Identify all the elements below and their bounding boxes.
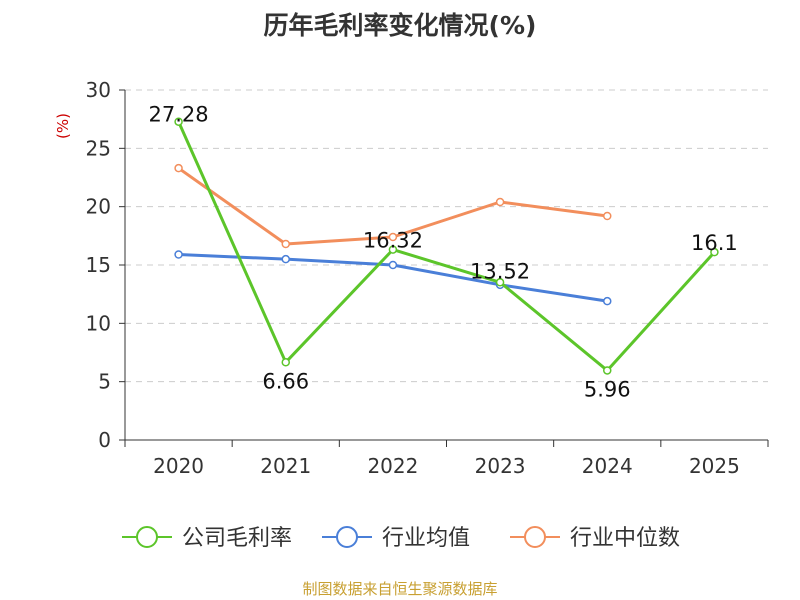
y-tick-label: 0 xyxy=(98,428,111,452)
data-point xyxy=(388,232,398,242)
x-tick-label: 2022 xyxy=(367,454,418,478)
x-tick-label: 2021 xyxy=(260,454,311,478)
y-tick-label: 20 xyxy=(86,195,111,219)
x-tick-label: 2024 xyxy=(582,454,633,478)
data-label: 27.28 xyxy=(149,103,209,127)
x-tick-label: 2025 xyxy=(689,454,740,478)
data-point xyxy=(174,163,183,173)
legend-marker-2 xyxy=(524,526,546,548)
data-point xyxy=(281,239,290,249)
x-tick-label: 2023 xyxy=(475,454,526,478)
legend-label-2: 行业中位数 xyxy=(570,526,680,551)
chart-title: 历年毛利率变化情况(%) xyxy=(263,11,537,40)
data-point xyxy=(603,211,612,221)
data-label: 6.66 xyxy=(262,369,309,393)
data-point xyxy=(388,245,398,254)
data-label: 5.96 xyxy=(584,377,631,401)
source-note: 制图数据来自恒生聚源数据库 xyxy=(302,580,498,598)
data-label: 16.32 xyxy=(363,229,423,253)
y-axis-label: (%) xyxy=(54,113,72,139)
y-tick-label: 10 xyxy=(86,311,111,335)
data-point xyxy=(603,296,612,306)
legend-marker-0 xyxy=(136,526,158,548)
data-point xyxy=(710,247,719,257)
data-label: 13.52 xyxy=(470,259,530,283)
y-tick-label: 5 xyxy=(98,370,111,394)
data-labels: 27.28 6.66 16.32 13.52 5.96 16.1 xyxy=(149,103,738,402)
legend-label-0: 公司毛利率 xyxy=(182,526,292,551)
y-tick-label: 15 xyxy=(86,253,111,277)
legend-label-1: 行业均值 xyxy=(382,526,470,551)
series-lines xyxy=(174,117,719,375)
x-tick-label: 2020 xyxy=(153,454,204,478)
data-point xyxy=(495,197,505,207)
data-point xyxy=(281,358,290,367)
series-line-0 xyxy=(177,121,716,372)
legend[interactable]: 公司毛利率 行业均值 行业中位数 xyxy=(122,526,680,551)
data-point xyxy=(174,250,183,259)
data-point xyxy=(495,278,505,287)
data-point xyxy=(603,366,612,375)
data-point xyxy=(174,117,183,126)
y-tick-label: 25 xyxy=(86,136,111,160)
data-point xyxy=(281,254,290,264)
data-label: 16.1 xyxy=(691,231,738,255)
legend-marker-1 xyxy=(336,526,358,548)
data-point xyxy=(388,260,398,270)
y-tick-label: 30 xyxy=(86,78,111,102)
grid-lines xyxy=(125,89,768,383)
